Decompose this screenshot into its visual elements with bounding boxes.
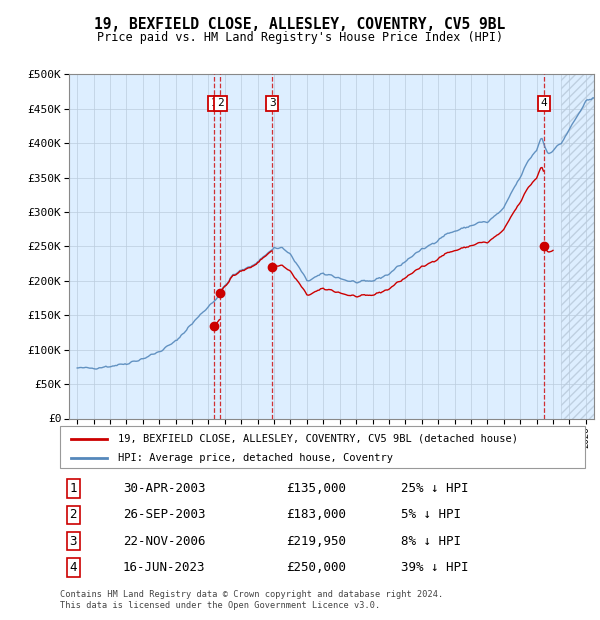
Text: 5% ↓ HPI: 5% ↓ HPI [401, 508, 461, 521]
Text: This data is licensed under the Open Government Licence v3.0.: This data is licensed under the Open Gov… [60, 601, 380, 611]
Text: 39% ↓ HPI: 39% ↓ HPI [401, 561, 469, 574]
Text: £183,000: £183,000 [286, 508, 346, 521]
Text: 30-APR-2003: 30-APR-2003 [123, 482, 205, 495]
Text: 8% ↓ HPI: 8% ↓ HPI [401, 534, 461, 547]
Text: 22-NOV-2006: 22-NOV-2006 [123, 534, 205, 547]
Text: £250,000: £250,000 [286, 561, 346, 574]
Text: 1: 1 [211, 99, 217, 108]
Text: 2: 2 [70, 508, 77, 521]
Text: Contains HM Land Registry data © Crown copyright and database right 2024.: Contains HM Land Registry data © Crown c… [60, 590, 443, 600]
Text: 4: 4 [541, 99, 548, 108]
Text: 2: 2 [217, 99, 224, 108]
Text: 3: 3 [70, 534, 77, 547]
Text: 26-SEP-2003: 26-SEP-2003 [123, 508, 205, 521]
Text: 19, BEXFIELD CLOSE, ALLESLEY, COVENTRY, CV5 9BL (detached house): 19, BEXFIELD CLOSE, ALLESLEY, COVENTRY, … [118, 433, 518, 443]
Text: 3: 3 [269, 99, 275, 108]
Text: 1: 1 [70, 482, 77, 495]
Text: Price paid vs. HM Land Registry's House Price Index (HPI): Price paid vs. HM Land Registry's House … [97, 31, 503, 44]
Text: £135,000: £135,000 [286, 482, 346, 495]
Text: 4: 4 [70, 561, 77, 574]
Text: HPI: Average price, detached house, Coventry: HPI: Average price, detached house, Cove… [118, 453, 393, 463]
Text: £219,950: £219,950 [286, 534, 346, 547]
Text: 19, BEXFIELD CLOSE, ALLESLEY, COVENTRY, CV5 9BL: 19, BEXFIELD CLOSE, ALLESLEY, COVENTRY, … [94, 17, 506, 32]
Text: 25% ↓ HPI: 25% ↓ HPI [401, 482, 469, 495]
Text: 16-JUN-2023: 16-JUN-2023 [123, 561, 205, 574]
